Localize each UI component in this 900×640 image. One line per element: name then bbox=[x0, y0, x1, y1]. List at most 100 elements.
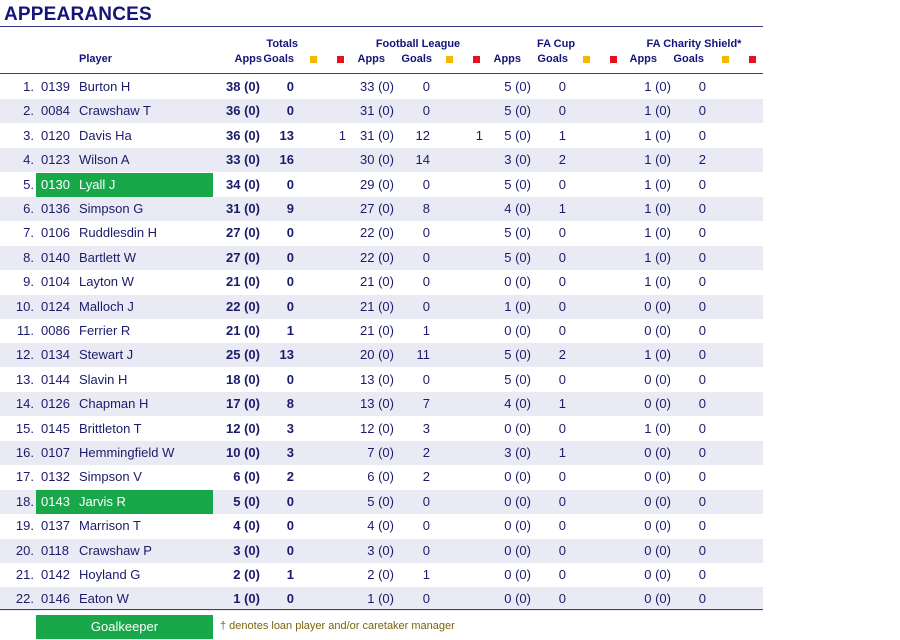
fl-goals: 2 bbox=[422, 469, 430, 485]
player-name: Burton H bbox=[79, 79, 131, 94]
fa-apps: 0 (0) bbox=[504, 420, 531, 436]
fa-apps: 4 (0) bbox=[504, 201, 531, 216]
fa-apps: 1 (0) bbox=[504, 298, 531, 314]
cs-apps: 1 (0) bbox=[644, 225, 671, 241]
row-number: 13. bbox=[15, 371, 34, 387]
cs-apps: 1 (0) bbox=[644, 249, 671, 265]
player-code: 0132 bbox=[41, 469, 70, 485]
cs-goals: 0 bbox=[698, 298, 706, 314]
total-apps: 1 (0) bbox=[233, 591, 260, 607]
total-goals: 13 bbox=[279, 347, 294, 363]
yellow-card-icon bbox=[446, 56, 453, 63]
table-row: 11. 0086 Ferrier R 21 (0) 1 21 (0) 1 0 (0) 0 0 (0… bbox=[0, 319, 763, 343]
total-apps: 3 (0) bbox=[233, 542, 260, 558]
fa-goals: 1 bbox=[558, 127, 566, 143]
player-name: Bartlett W bbox=[79, 249, 137, 265]
table-row: 3. 0120 Davis Ha 36 (0) 13 1 31 (0) 12 1 5 (0) 1 1 … bbox=[0, 124, 763, 148]
row-number: 17. bbox=[15, 469, 34, 485]
loan-note: † denotes loan player and/or caretaker m… bbox=[220, 620, 455, 632]
player-name: Wilson A bbox=[79, 152, 130, 168]
total-goals: 0 bbox=[286, 542, 294, 558]
fa-apps: 0 (0) bbox=[504, 542, 531, 558]
table-row: 14. 0126 Chapman H 17 (0) 8 13 (0) 7 4 (0) 1 0 (0… bbox=[0, 392, 763, 417]
fa-apps: 0 (0) bbox=[504, 567, 531, 582]
player-code: 0123 bbox=[41, 152, 70, 168]
table-row: 19. 0137 Marrison T 4 (0) 0 4 (0) 0 0 (0) 0 0 (0)… bbox=[0, 514, 763, 538]
fl-goals: 1 bbox=[422, 323, 430, 338]
row-number: 7. bbox=[23, 225, 34, 241]
player-name: Simpson G bbox=[79, 201, 144, 216]
fa-apps: 0 (0) bbox=[504, 518, 531, 534]
table-row: 12. 0134 Stewart J 25 (0) 13 20 (0) 11 5 (0) 2 1 … bbox=[0, 343, 763, 368]
player-code: 0130 bbox=[41, 176, 70, 192]
player-name: Crawshaw T bbox=[79, 103, 152, 119]
fa-goals: 0 bbox=[558, 371, 566, 387]
fl-apps: 22 (0) bbox=[360, 249, 394, 265]
total-goals: 0 bbox=[286, 249, 294, 265]
cs-goals: 0 bbox=[698, 347, 706, 363]
fa-apps: 0 (0) bbox=[504, 323, 531, 338]
fl-goals: 3 bbox=[422, 420, 430, 436]
header-fa-cup: FA Cup bbox=[536, 38, 576, 50]
fa-goals: 0 bbox=[558, 249, 566, 265]
fa-apps: 5 (0) bbox=[504, 127, 531, 143]
fl-goals: 0 bbox=[422, 176, 430, 192]
title-rule bbox=[0, 26, 763, 27]
table-row: 2. 0084 Crawshaw T 36 (0) 0 31 (0) 0 5 (0) 0 1 (0… bbox=[0, 99, 763, 124]
player-code: 0145 bbox=[41, 420, 70, 436]
fl-apps: 6 (0) bbox=[367, 469, 394, 485]
cs-goals: 0 bbox=[698, 493, 706, 509]
player-code: 0137 bbox=[41, 518, 70, 534]
cs-goals: 0 bbox=[698, 542, 706, 558]
total-goals: 0 bbox=[286, 103, 294, 119]
page-title: APPEARANCES bbox=[4, 4, 152, 25]
player-code: 0126 bbox=[41, 396, 70, 412]
player-code: 0104 bbox=[41, 274, 70, 290]
total-goals: 3 bbox=[286, 445, 294, 460]
cs-apps: 1 (0) bbox=[644, 201, 671, 216]
table-row: 16. 0107 Hemmingfield W 10 (0) 3 7 (0) 2 3 (0) 1… bbox=[0, 441, 763, 465]
fa-goals: 0 bbox=[558, 323, 566, 338]
fl-goals: 11 bbox=[416, 347, 431, 363]
cs-goals: 0 bbox=[698, 420, 706, 436]
row-number: 20. bbox=[15, 542, 34, 558]
row-number: 3. bbox=[23, 127, 34, 143]
row-number: 10. bbox=[15, 298, 34, 314]
total-goals: 0 bbox=[286, 493, 294, 509]
row-number: 18. bbox=[15, 493, 34, 509]
table-row: 18. 0143 Jarvis R 5 (0) 0 5 (0) 0 0 (0) 0 0 (0) 0 bbox=[0, 489, 763, 514]
player-code: 0084 bbox=[41, 103, 70, 119]
fl-apps: 31 (0) bbox=[360, 127, 394, 143]
total-goals: 1 bbox=[286, 567, 294, 582]
row-number: 19. bbox=[15, 518, 34, 534]
red-card-icon bbox=[610, 56, 617, 63]
header-cs-apps: Apps bbox=[629, 53, 658, 65]
player-code: 0142 bbox=[41, 567, 70, 582]
total-goals: 0 bbox=[286, 274, 294, 290]
fa-goals: 0 bbox=[558, 79, 566, 94]
row-number: 15. bbox=[15, 420, 34, 436]
cs-apps: 1 (0) bbox=[644, 127, 671, 143]
fl-goals: 0 bbox=[422, 225, 430, 241]
fa-apps: 0 (0) bbox=[504, 493, 531, 509]
fl-goals: 0 bbox=[422, 493, 430, 509]
player-name: Hoyland G bbox=[79, 567, 141, 582]
total-apps: 6 (0) bbox=[233, 469, 260, 485]
fa-goals: 0 bbox=[558, 542, 566, 558]
player-name: Jarvis R bbox=[79, 493, 126, 509]
fl-apps: 12 (0) bbox=[360, 420, 394, 436]
cs-apps: 1 (0) bbox=[644, 176, 671, 192]
fa-goals: 0 bbox=[558, 469, 566, 485]
total-goals: 0 bbox=[286, 371, 294, 387]
header-player: Player bbox=[79, 53, 113, 65]
player-name: Brittleton T bbox=[79, 420, 142, 436]
player-name: Stewart J bbox=[79, 347, 134, 363]
total-apps: 25 (0) bbox=[226, 347, 260, 363]
row-number: 12. bbox=[15, 347, 34, 363]
total-goals: 8 bbox=[286, 396, 294, 412]
total-apps: 2 (0) bbox=[233, 567, 260, 582]
total-goals: 0 bbox=[286, 518, 294, 534]
fa-goals: 0 bbox=[558, 225, 566, 241]
fa-apps: 3 (0) bbox=[504, 445, 531, 460]
goalkeeper-legend: Goalkeeper bbox=[36, 615, 213, 639]
